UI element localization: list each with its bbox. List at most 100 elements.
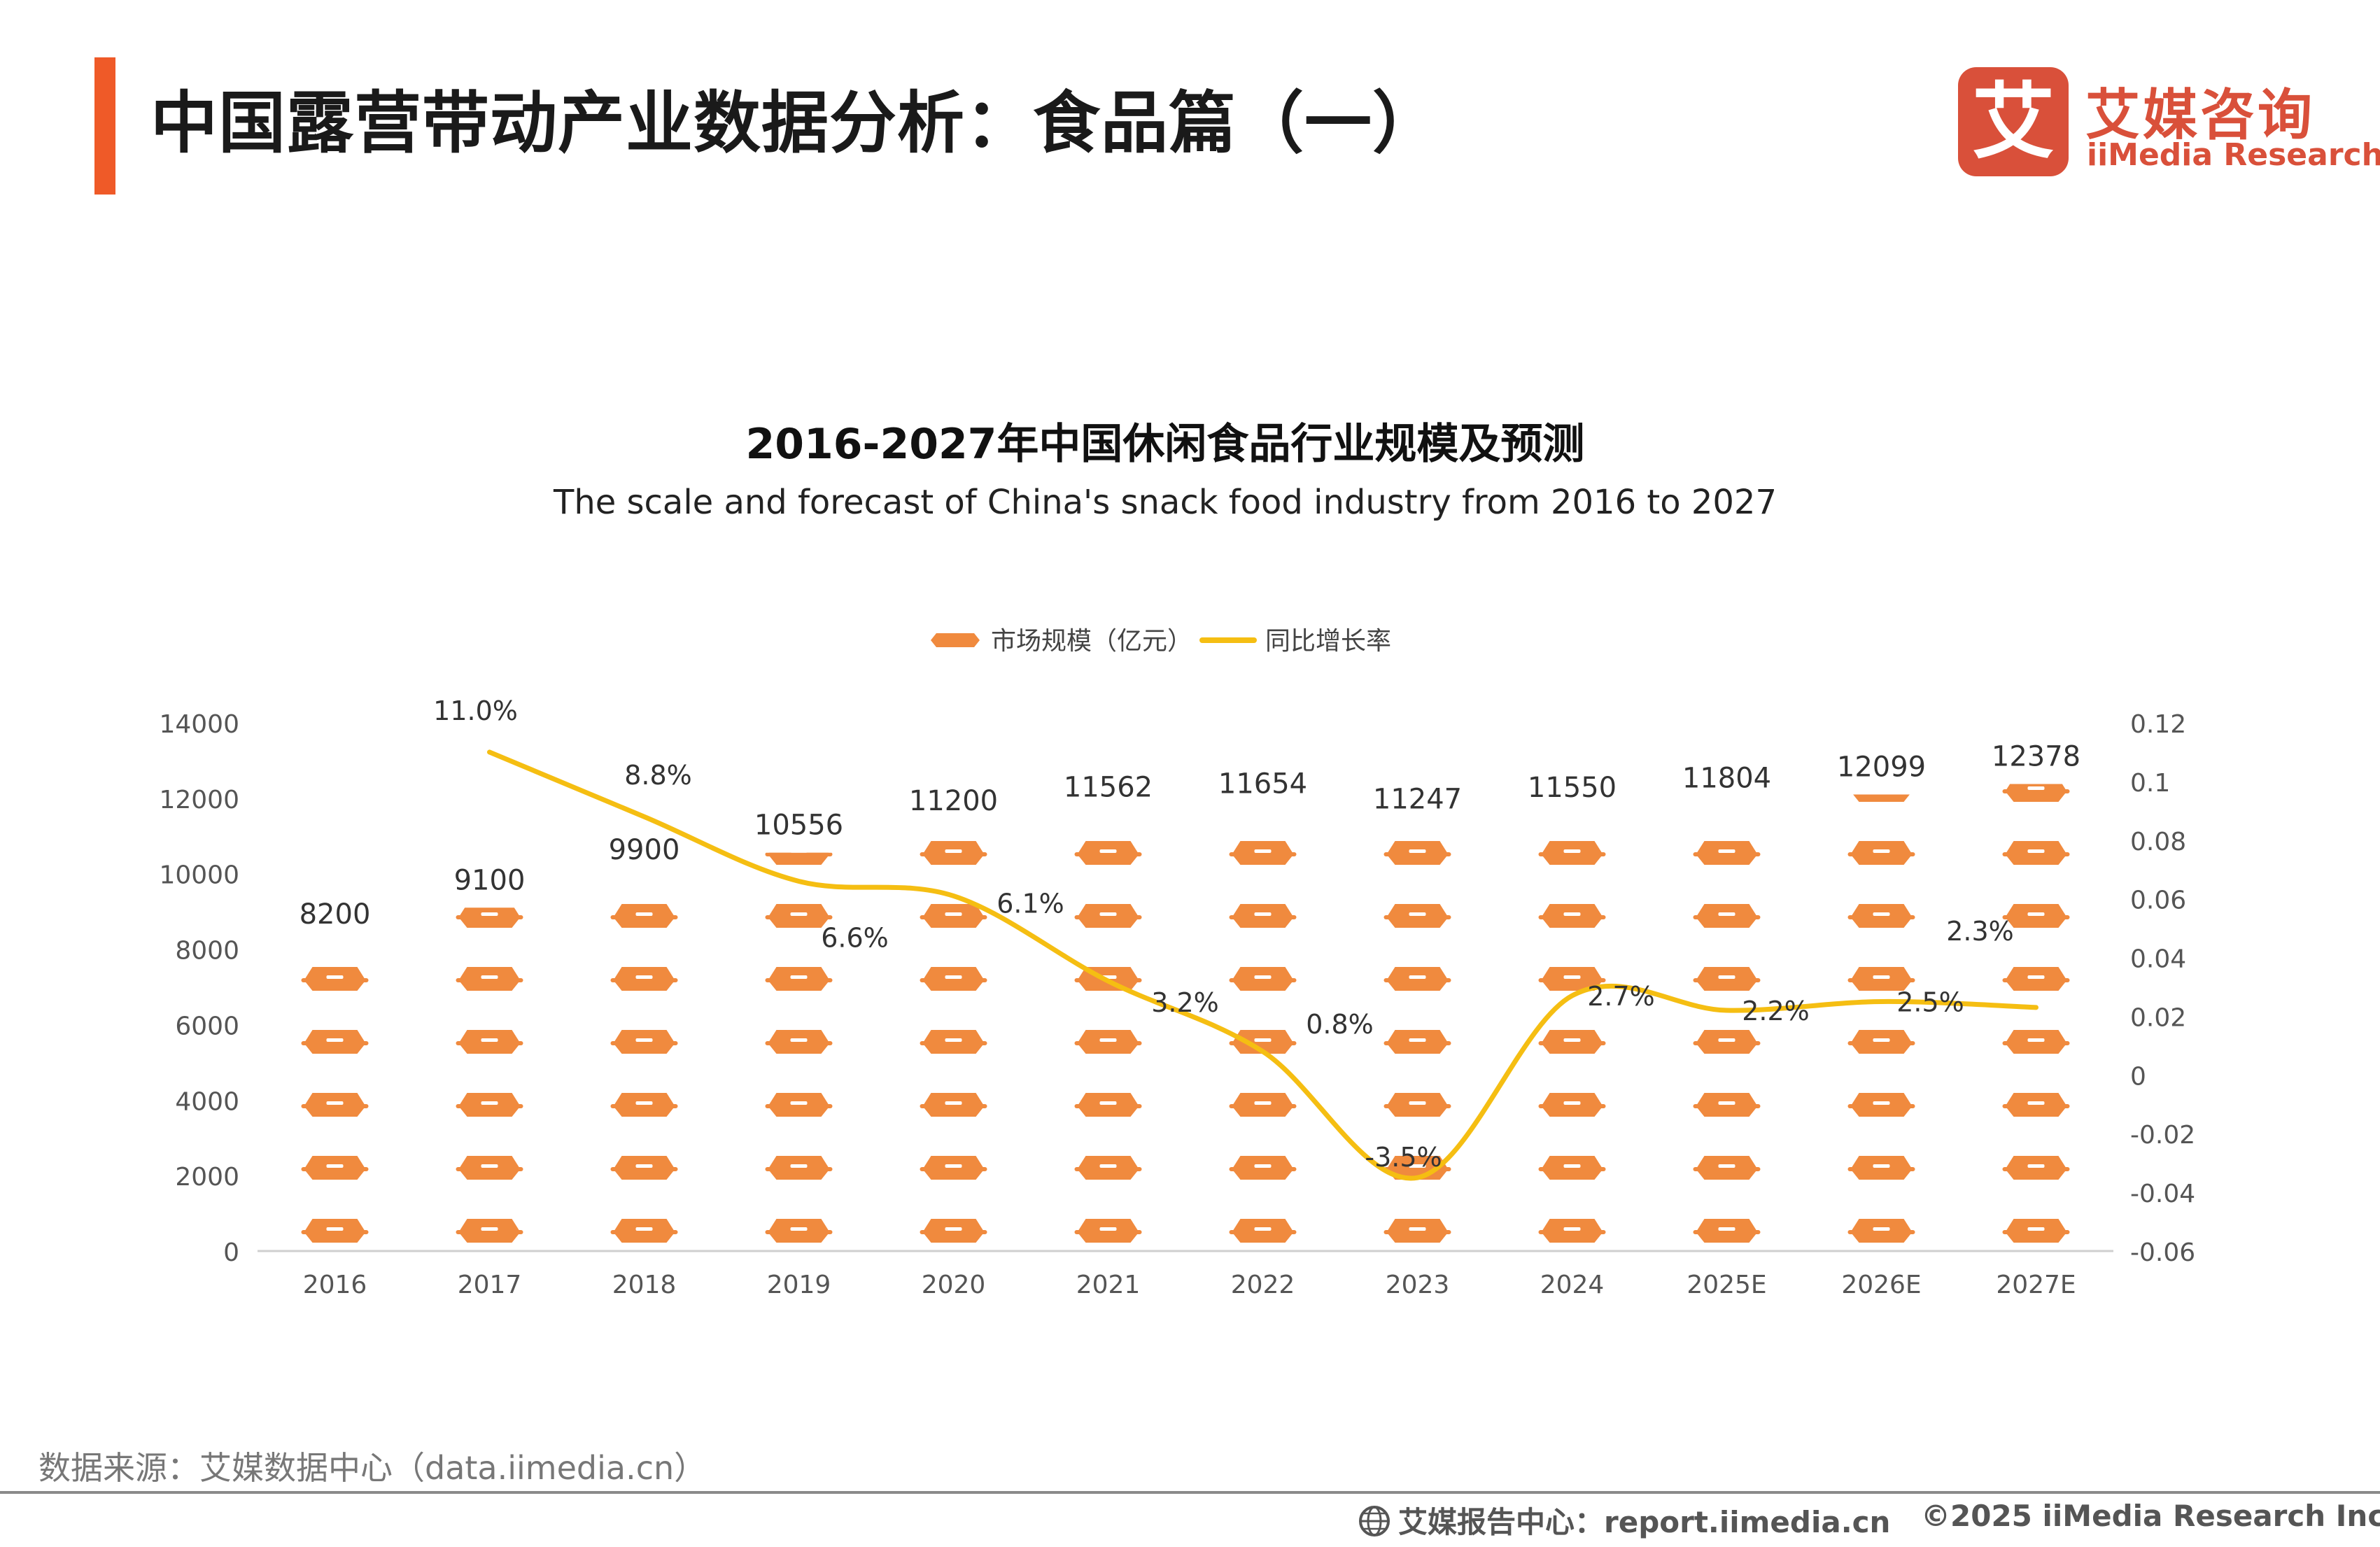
- food-box-icon: [1074, 904, 1142, 928]
- y-right-tick-label: 0.02: [2130, 1003, 2186, 1032]
- food-box-icon: [920, 1030, 987, 1054]
- copyright: ©2025 iiMedia Research Inc: [1921, 1499, 2380, 1533]
- brand-logo[interactable]: 艾 艾媒咨询 iiMedia Research: [1958, 67, 2380, 179]
- food-box-icon: [1074, 841, 1142, 865]
- food-box-icon: [1538, 841, 1606, 865]
- y-right-tick-label: 0.08: [2130, 828, 2186, 856]
- food-box-icon: [1538, 1093, 1606, 1117]
- food-box-icon: [456, 907, 523, 928]
- legend-growth-rate-label: 同比增长率: [1265, 627, 1391, 656]
- bar-value-label: 11562: [1064, 771, 1153, 803]
- bar-value-label: 11654: [1218, 768, 1307, 800]
- food-box-icon: [456, 1156, 523, 1180]
- axes-layer: 0 2000 4000 6000 8000 10000 12000 14000 -0.06 -0.…: [159, 710, 2195, 1299]
- food-box-icon: [1847, 1219, 1915, 1243]
- bar-2023: [1383, 841, 1451, 1243]
- food-box-icon: [301, 967, 369, 991]
- growth-rate-label: 6.1%: [997, 888, 1064, 919]
- title-accent-bar: [94, 57, 115, 195]
- y-left-tick-label: 8000: [175, 937, 239, 966]
- food-box-icon: [2002, 967, 2070, 991]
- bar-value-label: 11200: [909, 785, 998, 817]
- x-tick-label: 2019: [767, 1271, 831, 1299]
- food-box-icon: [1383, 967, 1451, 991]
- food-box-icon: [610, 1030, 678, 1054]
- food-box-icon: [920, 1156, 987, 1180]
- food-box-icon: [765, 1219, 833, 1243]
- food-box-icon: [1383, 1030, 1451, 1054]
- y-right-tick-label: 0: [2130, 1062, 2146, 1091]
- growth-rate-label: 8.8%: [624, 760, 692, 791]
- bar-2022: [1229, 841, 1297, 1243]
- food-box-icon: [920, 1219, 987, 1243]
- logo-name-en: iiMedia Research: [2087, 137, 2380, 173]
- legend-box-shape: [931, 633, 980, 647]
- growth-rate-label: 2.5%: [1896, 987, 1964, 1017]
- bar-value-label: 8200: [300, 898, 371, 931]
- legend-market-size-icon: [931, 633, 980, 647]
- logo-name-cn: 艾媒咨询: [2085, 84, 2316, 147]
- line-layer: [487, 749, 2039, 1181]
- food-box-icon: [1693, 1219, 1761, 1243]
- labels-layer: 8200 9100 9900 10556 11200 11562 11654 11247 115…: [300, 695, 2081, 1173]
- food-box-icon: [610, 1093, 678, 1117]
- food-box-icon: [1693, 1156, 1761, 1180]
- food-box-icon: [1383, 841, 1451, 865]
- bar-2027E: [2002, 784, 2070, 1243]
- food-box-icon: [1383, 1219, 1451, 1243]
- data-source: 数据来源：艾媒数据中心（data.iimedia.cn）: [38, 1449, 707, 1487]
- bar-2019: [765, 852, 833, 1243]
- food-box-icon: [301, 1219, 369, 1243]
- food-box-icon: [456, 1030, 523, 1054]
- y-left-tick-label: 10000: [159, 861, 239, 890]
- bar-value-label: 11247: [1373, 783, 1462, 815]
- x-tick-label: 2021: [1076, 1271, 1141, 1299]
- food-box-icon: [765, 967, 833, 991]
- food-box-icon: [1693, 1030, 1761, 1054]
- food-box-icon: [1847, 1093, 1915, 1117]
- food-box-icon: [1847, 1156, 1915, 1180]
- legend-market-size-label: 市场规模（亿元）: [991, 627, 1192, 656]
- x-tick-label: 2020: [922, 1271, 986, 1299]
- report-center-text: 艾媒报告中心：report.iimedia.cn: [1398, 1505, 1891, 1539]
- food-box-icon: [301, 1030, 369, 1054]
- y-right-tick-label: 0.12: [2130, 710, 2186, 739]
- x-tick-label: 2026E: [1841, 1271, 1921, 1299]
- y-right-tick-label: 0.1: [2130, 769, 2170, 798]
- y-right-tick-label: -0.04: [2130, 1180, 2195, 1208]
- growth-rate-label: 11.0%: [433, 695, 518, 726]
- bar-value-label: 11550: [1528, 772, 1617, 804]
- food-box-icon: [765, 1093, 833, 1117]
- food-box-icon: [920, 841, 987, 865]
- food-box-icon: [2002, 1156, 2070, 1180]
- food-box-icon: [2002, 841, 2070, 865]
- bar-2018: [610, 904, 678, 1243]
- bar-value-label: 9100: [454, 864, 526, 896]
- x-tick-label: 2027E: [1996, 1271, 2076, 1299]
- growth-rate-label: 6.6%: [821, 923, 889, 954]
- food-box-icon: [1074, 1219, 1142, 1243]
- y-left-tick-label: 6000: [175, 1012, 239, 1040]
- bar-value-label: 11804: [1682, 762, 1771, 794]
- food-box-icon: [1693, 1093, 1761, 1117]
- food-box-icon: [2002, 1219, 2070, 1243]
- bar-value-label: 9900: [609, 834, 680, 866]
- food-box-icon: [456, 1093, 523, 1117]
- food-box-icon: [301, 1156, 369, 1180]
- bar-value-label: 12099: [1837, 751, 1926, 784]
- chart-title: 2016-2027年中国休闲食品行业规模及预测: [745, 420, 1585, 469]
- food-box-icon: [2002, 1030, 2070, 1054]
- food-box-icon: [1538, 904, 1606, 928]
- chart-legend: 市场规模（亿元） 同比增长率: [931, 627, 1391, 656]
- growth-rate-label: 0.8%: [1306, 1009, 1374, 1040]
- y-right-tick-label: 0.04: [2130, 945, 2186, 974]
- food-box-icon: [610, 1156, 678, 1180]
- food-box-icon: [1693, 841, 1761, 865]
- growth-rate-label: 2.7%: [1587, 981, 1655, 1012]
- food-box-icon: [1229, 904, 1297, 928]
- y-right-tick-label: -0.02: [2130, 1121, 2195, 1150]
- food-box-icon: [610, 1219, 678, 1243]
- report-center-link[interactable]: 艾媒报告中心：report.iimedia.cn: [1358, 1499, 1890, 1541]
- x-tick-label: 2023: [1386, 1271, 1450, 1299]
